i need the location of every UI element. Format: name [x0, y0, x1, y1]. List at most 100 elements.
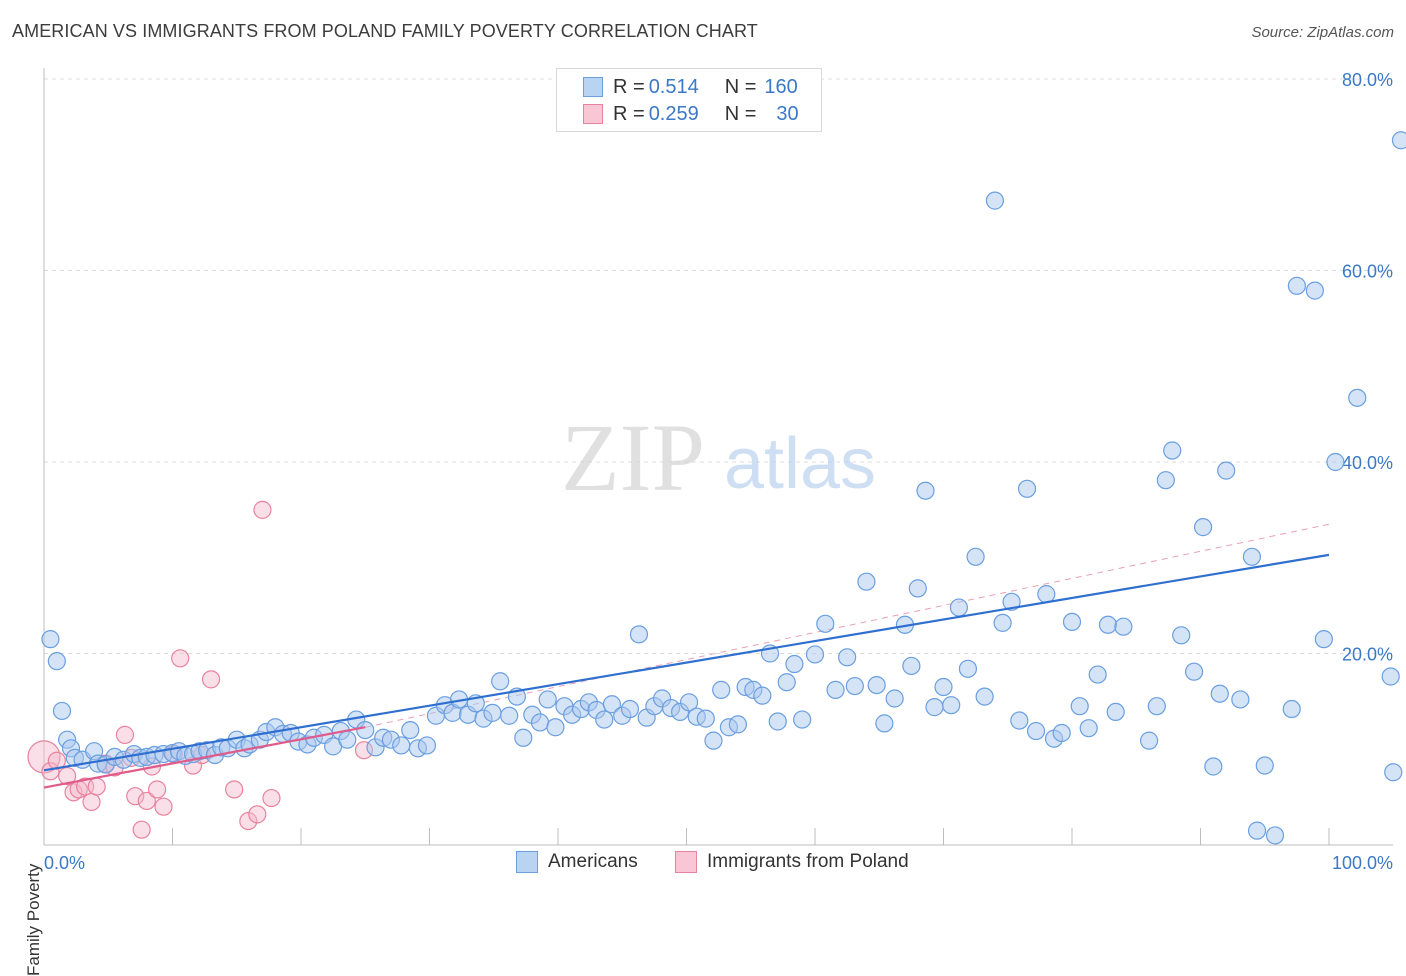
- americans-point: [816, 614, 835, 633]
- americans-point: [1231, 690, 1250, 709]
- y-axis-label: Family Poverty: [24, 863, 43, 976]
- poland-point: [171, 649, 190, 668]
- americans-point: [1098, 615, 1118, 634]
- americans-point: [949, 598, 969, 617]
- americans-point: [728, 715, 748, 734]
- watermark-atlas: atlas: [724, 424, 876, 504]
- americans-point: [902, 656, 921, 676]
- y-tick-labels: 20.0% 40.0% 60.0% 80.0%: [1342, 70, 1393, 665]
- americans-point: [1305, 281, 1324, 300]
- poland-point: [82, 792, 101, 812]
- poland-point: [64, 783, 83, 802]
- americans-point: [704, 731, 723, 750]
- americans-point: [602, 695, 622, 714]
- legend-poland-swatch: [675, 851, 697, 873]
- americans-point: [530, 713, 550, 732]
- americans-point: [620, 699, 640, 719]
- americans-point: [1088, 665, 1107, 684]
- poland-r-value: 0.259: [648, 102, 699, 125]
- x-tick-label-max: 100.0%: [1332, 853, 1393, 873]
- poland-trend-line: [43, 726, 366, 789]
- americans-point: [1010, 711, 1029, 730]
- americans-point: [1172, 626, 1191, 645]
- legend-americans-swatch: [516, 851, 538, 873]
- poland-point: [87, 777, 106, 796]
- americans-point: [916, 481, 935, 500]
- americans-point: [785, 654, 804, 674]
- poland-point: [239, 811, 258, 831]
- americans-point: [417, 736, 437, 755]
- americans-point: [52, 701, 72, 721]
- chart-title: AMERICAN VS IMMIGRANTS FROM POLAND FAMIL…: [12, 21, 758, 41]
- americans-point: [777, 673, 796, 692]
- americans-point: [1062, 612, 1082, 632]
- americans-point: [1037, 585, 1056, 604]
- americans-point: [1384, 763, 1403, 782]
- legend-americans-label: Americans: [548, 851, 638, 872]
- legend-item-americans[interactable]: Americans: [516, 851, 638, 873]
- americans-point: [985, 191, 1005, 210]
- americans-point: [1070, 697, 1089, 716]
- americans-point: [1391, 131, 1406, 150]
- legend-stats: R = 0.514 N = 160 R = 0.259 N = 30: [556, 68, 822, 132]
- americans-point: [885, 689, 904, 708]
- poland-n-label: N =: [724, 102, 757, 125]
- americans-n-label: N =: [724, 75, 757, 98]
- americans-point: [1326, 452, 1345, 472]
- americans-point: [629, 625, 649, 644]
- americans-point: [696, 709, 715, 728]
- watermark-zip: ZIP: [561, 404, 705, 511]
- legend-series: Americans Immigrants from Poland: [0, 851, 1406, 877]
- americans-n-value: 160: [764, 75, 798, 98]
- americans-point: [993, 613, 1012, 632]
- y-tick-label: 40.0%: [1342, 453, 1393, 473]
- americans-point: [975, 687, 994, 706]
- poland-point: [154, 797, 173, 816]
- americans-point: [838, 648, 857, 667]
- axes: [43, 68, 1393, 846]
- americans-point: [1217, 461, 1236, 480]
- legend-item-poland[interactable]: Immigrants from Poland: [675, 851, 909, 873]
- americans-point: [1079, 719, 1098, 738]
- americans-point: [1163, 441, 1182, 460]
- americans-point: [514, 728, 533, 747]
- americans-point: [679, 693, 699, 712]
- americans-point: [1026, 721, 1046, 741]
- y-tick-label: 80.0%: [1342, 70, 1393, 90]
- poland-point: [147, 780, 167, 799]
- poland-point: [41, 762, 60, 781]
- americans-point: [1052, 723, 1071, 743]
- americans-r-label: R =: [613, 75, 645, 98]
- americans-point: [595, 710, 614, 729]
- americans-point: [805, 645, 825, 664]
- americans-points: [41, 131, 1406, 845]
- americans-point: [1139, 731, 1159, 750]
- americans-point: [1348, 388, 1367, 407]
- americans-point: [1381, 667, 1400, 686]
- poland-point: [225, 780, 244, 799]
- poland-point: [137, 791, 156, 811]
- americans-point: [1242, 547, 1262, 566]
- poland-point: [115, 725, 135, 744]
- americans-point: [753, 686, 772, 705]
- poland-point: [201, 670, 221, 689]
- americans-point: [500, 706, 519, 725]
- americans-point: [47, 652, 66, 671]
- americans-point: [908, 579, 927, 598]
- americans-point: [768, 712, 787, 731]
- source-label: Source: ZipAtlas.com: [1251, 24, 1394, 41]
- americans-point: [925, 698, 944, 717]
- poland-point: [248, 805, 267, 824]
- americans-r-value: 0.514: [648, 75, 699, 98]
- americans-swatch: [583, 77, 603, 97]
- gridlines: [44, 78, 1393, 654]
- americans-point: [857, 572, 876, 591]
- poland-point: [27, 740, 61, 774]
- americans-point: [1247, 821, 1267, 840]
- americans-point: [1287, 276, 1306, 295]
- americans-point: [1156, 471, 1175, 490]
- americans-point: [1017, 479, 1037, 498]
- americans-point: [356, 720, 375, 740]
- americans-point: [958, 659, 978, 678]
- y-tick-label: 60.0%: [1342, 262, 1393, 282]
